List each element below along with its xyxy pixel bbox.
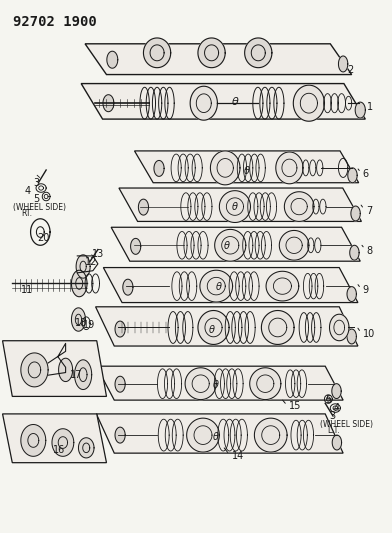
Text: 9: 9 <box>363 285 369 295</box>
Text: 7: 7 <box>367 206 373 216</box>
Text: $\theta$: $\theta$ <box>231 199 239 212</box>
Polygon shape <box>96 366 343 400</box>
Polygon shape <box>107 51 118 68</box>
Polygon shape <box>111 227 360 261</box>
Text: 11: 11 <box>21 285 33 295</box>
Polygon shape <box>134 151 359 183</box>
Polygon shape <box>338 56 348 72</box>
Text: 6: 6 <box>363 169 369 179</box>
Polygon shape <box>138 199 149 215</box>
Text: 2: 2 <box>347 66 353 75</box>
Text: (WHEEL SIDE): (WHEEL SIDE) <box>13 203 66 212</box>
Polygon shape <box>347 329 356 344</box>
Polygon shape <box>81 84 365 119</box>
Polygon shape <box>96 414 343 453</box>
Text: 14: 14 <box>232 451 244 462</box>
Text: 18: 18 <box>74 318 87 328</box>
Text: $\theta$: $\theta$ <box>243 164 250 176</box>
Polygon shape <box>3 341 107 397</box>
Polygon shape <box>347 287 356 302</box>
Text: 1: 1 <box>367 102 373 112</box>
Polygon shape <box>96 307 358 346</box>
Text: 5: 5 <box>325 395 332 405</box>
Polygon shape <box>261 311 294 344</box>
Polygon shape <box>200 270 232 302</box>
Polygon shape <box>293 85 325 121</box>
Polygon shape <box>185 368 216 400</box>
Polygon shape <box>348 168 357 183</box>
Text: 13: 13 <box>92 249 104 260</box>
Text: $\theta$: $\theta$ <box>208 323 216 335</box>
Polygon shape <box>350 245 359 260</box>
Polygon shape <box>71 270 87 297</box>
Text: $\theta$: $\theta$ <box>230 95 239 107</box>
Polygon shape <box>143 38 171 68</box>
Polygon shape <box>71 308 85 331</box>
Polygon shape <box>115 427 125 443</box>
Polygon shape <box>332 384 341 399</box>
Polygon shape <box>115 376 125 392</box>
Polygon shape <box>279 230 309 260</box>
Text: RT.: RT. <box>22 209 33 218</box>
Polygon shape <box>103 95 114 112</box>
Polygon shape <box>59 358 73 382</box>
Text: 15: 15 <box>289 401 301 411</box>
Polygon shape <box>190 86 218 120</box>
Polygon shape <box>74 360 92 390</box>
Text: 4: 4 <box>25 185 31 196</box>
Polygon shape <box>103 268 358 303</box>
Text: 16: 16 <box>53 446 65 456</box>
Text: 20: 20 <box>37 233 49 244</box>
Text: 92702 1900: 92702 1900 <box>13 14 97 29</box>
Polygon shape <box>187 418 220 452</box>
Text: 19: 19 <box>83 320 95 330</box>
Polygon shape <box>355 102 365 118</box>
Polygon shape <box>78 438 94 458</box>
Polygon shape <box>330 314 349 341</box>
Polygon shape <box>3 414 107 463</box>
Polygon shape <box>215 229 246 261</box>
Polygon shape <box>123 279 133 295</box>
Text: (WHEEL SIDE): (WHEEL SIDE) <box>320 420 373 429</box>
Text: $\theta$: $\theta$ <box>212 378 220 390</box>
Polygon shape <box>211 151 240 185</box>
Text: 3: 3 <box>329 411 335 421</box>
Text: 5: 5 <box>33 193 40 204</box>
Polygon shape <box>351 206 360 221</box>
Polygon shape <box>115 321 125 337</box>
Polygon shape <box>220 191 250 222</box>
Polygon shape <box>52 429 74 456</box>
Polygon shape <box>198 38 225 68</box>
Polygon shape <box>254 418 287 452</box>
Polygon shape <box>21 424 46 456</box>
Text: 3: 3 <box>33 177 40 188</box>
Polygon shape <box>21 353 48 387</box>
Polygon shape <box>266 271 299 301</box>
Polygon shape <box>284 192 314 221</box>
Text: L.T.: L.T. <box>327 426 339 435</box>
Text: $\theta$: $\theta$ <box>216 280 223 292</box>
Polygon shape <box>85 44 352 75</box>
Polygon shape <box>250 368 281 400</box>
Polygon shape <box>198 311 229 344</box>
Text: 12: 12 <box>85 257 98 267</box>
Polygon shape <box>154 160 164 176</box>
Polygon shape <box>276 152 303 184</box>
Text: $\theta$: $\theta$ <box>212 430 220 442</box>
Polygon shape <box>119 188 361 221</box>
Polygon shape <box>332 435 341 450</box>
Polygon shape <box>76 255 90 278</box>
Text: $\theta$: $\theta$ <box>223 239 231 251</box>
Polygon shape <box>245 38 272 68</box>
Text: 4: 4 <box>334 403 340 413</box>
Text: 8: 8 <box>367 246 373 256</box>
Text: 10: 10 <box>363 329 375 340</box>
Text: 17: 17 <box>69 370 82 380</box>
Polygon shape <box>131 238 141 254</box>
